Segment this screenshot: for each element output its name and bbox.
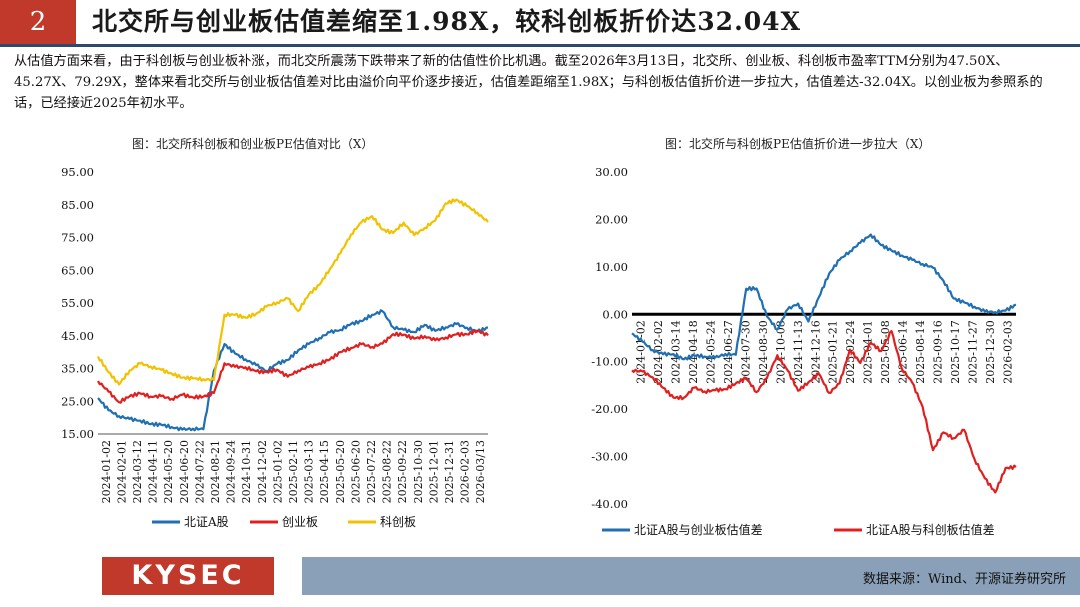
y-tick-label: 85.00 bbox=[61, 198, 94, 212]
slide-header: 2 北交所与创业板估值差缩至1.98X，较科创板折价达32.04X bbox=[0, 0, 1080, 44]
chart1-pe-comparison: 15.00 25.00 35.00 45.00 55.00 65.00 75.00 85.00… bbox=[61, 165, 489, 529]
x-tick-label: 2026-02-03 bbox=[459, 440, 472, 503]
brand-logo: KYSEC bbox=[102, 557, 274, 595]
x-tick-label: 2025-12-30 bbox=[984, 320, 997, 383]
x-tick-label: 2025-06-20 bbox=[349, 440, 362, 503]
data-source: 数据来源：Wind、开源证券研究所 bbox=[863, 572, 1066, 587]
y-tick-label: 0.00 bbox=[602, 307, 628, 321]
y-tick-label: -20.00 bbox=[591, 402, 628, 416]
chart2-title: 图：北交所与科创板PE估值折价进一步拉大（X） bbox=[665, 137, 931, 151]
x-tick-label: 2024-08-30 bbox=[757, 320, 770, 383]
x-tick-label: 2024-06-20 bbox=[178, 440, 191, 503]
x-tick-label: 2024-09-24 bbox=[225, 440, 238, 503]
series-line-0-1 bbox=[97, 329, 489, 404]
y-tick-label: -10.00 bbox=[591, 355, 628, 369]
y-tick-label: 20.00 bbox=[595, 212, 628, 226]
x-tick-label: 2025-12-01 bbox=[427, 440, 440, 503]
x-tick-label: 2024-10-31 bbox=[240, 440, 253, 503]
x-tick-label: 2024-07-30 bbox=[739, 320, 752, 383]
y-tick-label: 65.00 bbox=[61, 263, 94, 277]
series-line-0-0 bbox=[97, 309, 489, 432]
x-tick-label: 2024-02-01 bbox=[115, 440, 128, 503]
x-tick-label: 2025-09-22 bbox=[396, 440, 409, 503]
footer-bar: 数据来源：Wind、开源证券研究所 bbox=[302, 557, 1080, 595]
y-tick-label: 45.00 bbox=[61, 329, 94, 343]
summary-paragraph: 从估值方面来看，由于科创板与创业板补涨，而北交所震荡下跌带来了新的估值性价比机遇… bbox=[14, 54, 1043, 111]
header-divider bbox=[0, 44, 1080, 47]
x-tick-label: 2024-10-08 bbox=[774, 320, 787, 383]
x-tick-label: 2024-05-24 bbox=[705, 320, 718, 383]
x-tick-label: 2025-11-27 bbox=[966, 320, 979, 383]
x-tick-label: 2024-12-02 bbox=[256, 440, 269, 503]
series-line-1-0 bbox=[631, 233, 1017, 361]
x-tick-label: 2024-05-20 bbox=[162, 440, 175, 503]
x-tick-label: 2025-09-16 bbox=[931, 320, 944, 383]
chart2-valuation-gap: -40.00 -30.00 -20.00 -10.00 0.00 10.00 20.00 30… bbox=[591, 165, 1017, 537]
x-tick-label: 2024-11-13 bbox=[792, 320, 805, 383]
logo-text: KYSEC bbox=[131, 560, 245, 591]
x-tick-label: 2024-03-14 bbox=[670, 320, 683, 383]
legend-label-0-1: 创业板 bbox=[282, 515, 318, 529]
y-tick-label: -30.00 bbox=[591, 450, 628, 464]
x-tick-label: 2024-04-11 bbox=[147, 440, 160, 503]
x-tick-label: 2025-08-14 bbox=[914, 320, 927, 383]
y-tick-label: 25.00 bbox=[61, 394, 94, 408]
y-tick-label: 75.00 bbox=[61, 231, 94, 245]
x-tick-label: 2025-02-11 bbox=[287, 440, 300, 503]
legend-label-0-0: 北证A股 bbox=[184, 515, 229, 529]
chart1-title: 图：北交所科创板和创业板PE估值对比（X） bbox=[132, 137, 374, 151]
legend-label-0-2: 科创板 bbox=[380, 515, 416, 529]
x-tick-label: 2025-08-22 bbox=[381, 440, 394, 503]
x-tick-label: 2026-02-03 bbox=[1001, 320, 1014, 383]
series-line-0-2 bbox=[96, 198, 489, 386]
x-tick-label: 2025-01-21 bbox=[827, 320, 840, 383]
x-tick-label: 2025-07-22 bbox=[365, 440, 378, 503]
x-tick-label: 2024-12-16 bbox=[809, 320, 822, 383]
legend-label-1-1: 北证A股与科创板估值差 bbox=[866, 522, 995, 537]
legend-label-1-0: 北证A股与创业板估值差 bbox=[634, 522, 763, 537]
y-tick-label: -40.00 bbox=[591, 497, 628, 511]
x-tick-label: 2025-10-17 bbox=[949, 320, 962, 383]
x-tick-label: 2025-05-20 bbox=[334, 440, 347, 503]
slide-number: 2 bbox=[0, 0, 76, 44]
x-tick-label: 2026-03/13 bbox=[474, 440, 487, 503]
y-tick-label: 10.00 bbox=[595, 260, 628, 274]
x-tick-label: 2025-01-02 bbox=[271, 440, 284, 503]
x-tick-label: 2025-04-01 bbox=[862, 320, 875, 383]
x-tick-label: 2024-07-22 bbox=[193, 440, 206, 503]
x-tick-label: 2025-04-15 bbox=[318, 440, 331, 503]
x-tick-label: 2025-12-31 bbox=[443, 440, 456, 503]
y-tick-label: 30.00 bbox=[595, 165, 628, 179]
y-tick-label: 35.00 bbox=[61, 362, 94, 376]
y-tick-label: 15.00 bbox=[61, 427, 94, 441]
x-tick-label: 2024-03-12 bbox=[131, 440, 144, 503]
series-line-1-1 bbox=[631, 330, 1017, 494]
x-tick-label: 2025-03-13 bbox=[303, 440, 316, 503]
x-tick-label: 2024-04-18 bbox=[687, 320, 700, 383]
x-tick-label: 2024-08-21 bbox=[209, 440, 222, 503]
y-tick-label: 55.00 bbox=[61, 296, 94, 310]
x-tick-label: 2025-10-30 bbox=[412, 440, 425, 503]
slide-title: 北交所与创业板估值差缩至1.98X，较科创板折价达32.04X bbox=[92, 7, 801, 36]
y-tick-label: 95.00 bbox=[61, 165, 94, 179]
x-tick-label: 2025-06-14 bbox=[897, 320, 910, 383]
x-tick-label: 2024-01-02 bbox=[100, 440, 113, 503]
